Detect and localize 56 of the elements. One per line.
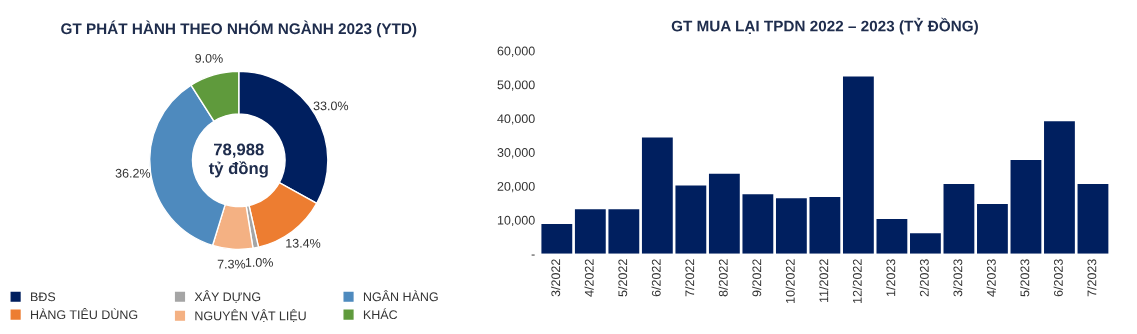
bar: [943, 184, 975, 254]
legend-label: KHÁC: [363, 308, 398, 320]
y-tick-label: 20,000: [497, 181, 535, 193]
legend-label: NGÂN HÀNG: [363, 290, 438, 302]
x-tick-label: 6/2022: [651, 259, 661, 297]
bar: [1010, 160, 1042, 254]
x-tick-label: 5/2023: [1020, 259, 1030, 297]
x-tick-label: 6/2023: [1053, 259, 1063, 297]
x-tick-label: 3/2023: [953, 259, 963, 297]
bar: [1077, 184, 1109, 254]
x-tick-label: 5/2022: [618, 259, 628, 297]
chart-title: GT MUA LẠI TPDN 2022 – 2023 (TỶ ĐỒNG): [671, 17, 978, 35]
x-tick-label: 12/2022: [852, 259, 862, 303]
bar: [775, 198, 807, 254]
chart-title: GT PHÁT HÀNH THEO NHÓM NGÀNH 2023 (YTD): [61, 20, 417, 38]
x-tick-label: 9/2022: [752, 259, 762, 297]
data-label: 33.0%: [313, 101, 349, 111]
data-label: 1.0%: [245, 257, 273, 267]
bar: [675, 185, 707, 254]
x-tick-label: 11/2022: [819, 259, 829, 303]
bar: [608, 209, 640, 254]
y-tick-label: 40,000: [497, 114, 535, 125]
data-label: 36.2%: [115, 168, 151, 178]
bar: [641, 137, 673, 254]
bar: [809, 196, 841, 254]
bar: [876, 218, 908, 254]
bar: [910, 233, 941, 254]
data-label: 7.3%: [217, 259, 246, 269]
x-tick-label: 7/2023: [1087, 259, 1097, 297]
y-tick-label: 50,000: [497, 80, 535, 91]
bar: [574, 209, 606, 254]
y-tick-label: 10,000: [497, 215, 535, 227]
legend-label: BĐS: [31, 292, 56, 302]
legend-label: XÂY DỰNG: [194, 290, 261, 303]
bar: [708, 173, 740, 254]
legend-label: NGUYÊN VẬT LIỆU: [195, 309, 306, 323]
x-tick-label: 2/2023: [919, 259, 929, 297]
y-tick-label: -: [531, 254, 535, 256]
bar: [842, 76, 874, 254]
legend-label: HÀNG TIÊU DÙNG: [31, 308, 138, 320]
y-tick-label: 30,000: [497, 148, 535, 159]
x-tick-label: 1/2023: [886, 259, 896, 296]
x-tick-label: 7/2022: [685, 259, 695, 297]
bar: [1044, 121, 1075, 254]
data-label: 13.4%: [286, 238, 321, 248]
x-tick-label: 8/2022: [718, 259, 728, 297]
y-tick-label: 60,000: [497, 46, 535, 57]
text: 78,988 tỷ đồng: [208, 143, 268, 178]
bar: [977, 204, 1008, 254]
x-tick-label: 4/2022: [584, 259, 594, 297]
x-tick-label: 10/2022: [785, 259, 795, 303]
x-tick-label: 3/2022: [551, 259, 561, 297]
x-tick-label: 4/2023: [986, 259, 996, 297]
bar: [541, 224, 573, 254]
data-label: 9.0%: [195, 53, 223, 63]
bar: [742, 194, 774, 254]
